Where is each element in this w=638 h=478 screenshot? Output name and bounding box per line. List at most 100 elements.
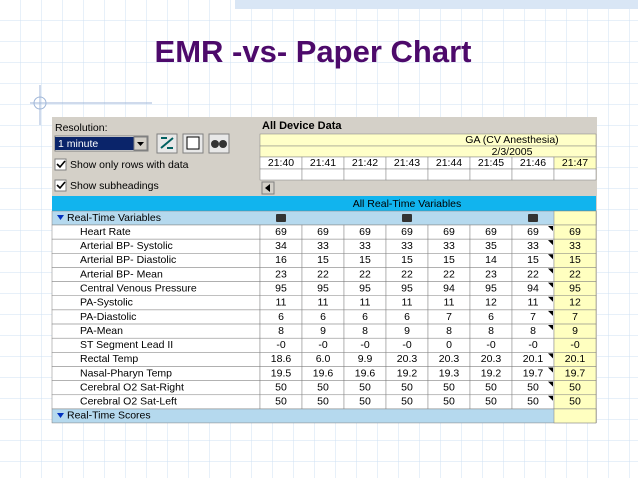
note-marker <box>548 254 553 260</box>
cell-value: 6.0 <box>316 353 331 365</box>
cell-value: 95 <box>359 282 371 294</box>
blank-cell <box>469 168 513 181</box>
cell-value: 22 <box>317 268 329 280</box>
time-label: 21:41 <box>310 157 336 169</box>
date-label: 2/3/2005 <box>492 146 533 158</box>
banner <box>52 196 596 211</box>
icon <box>160 137 174 149</box>
cell-value: 50 <box>401 396 413 408</box>
note-marker <box>548 353 553 359</box>
cell-value: 15 <box>527 254 539 266</box>
cell-value: 33 <box>317 240 329 252</box>
note-marker <box>548 395 553 401</box>
cell-value: 11 <box>528 297 539 309</box>
camera-icon <box>276 214 286 222</box>
cell-value: 33 <box>569 240 581 252</box>
time-label: 21:45 <box>478 157 504 169</box>
row-label: Heart Rate <box>80 226 131 238</box>
row-label: Nasal-Pharyn Temp <box>80 367 172 379</box>
cell-value: 69 <box>359 226 371 238</box>
cell-value: 12 <box>485 297 497 309</box>
cell-value: 19.5 <box>271 367 292 379</box>
time-label: 21:43 <box>394 157 420 169</box>
cell-value: 6 <box>404 311 410 323</box>
time-label: 21:46 <box>520 157 546 169</box>
cell-value: 22 <box>569 268 581 280</box>
cell-value: 22 <box>359 268 371 280</box>
expand-arrow <box>57 215 64 220</box>
cell-value: 50 <box>317 396 329 408</box>
row-label: Central Venous Pressure <box>80 282 197 294</box>
icon <box>211 140 219 148</box>
cell-value: 34 <box>275 240 287 252</box>
row-label: Arterial BP- Diastolic <box>80 254 176 266</box>
cell-value: 22 <box>401 268 413 280</box>
cell-value: 22 <box>443 268 455 280</box>
row-label: PA-Diastolic <box>80 311 136 323</box>
note-marker <box>548 296 553 302</box>
cell-value: 6 <box>488 311 494 323</box>
slide-title: EMR -vs- Paper Chart <box>155 34 472 69</box>
note-marker <box>548 240 553 246</box>
expand-arrow <box>57 412 64 418</box>
cell-value: 11 <box>360 297 371 309</box>
case-label: GA (CV Anesthesia) <box>465 134 558 146</box>
cell-value: 8 <box>446 325 452 337</box>
cell-value: 69 <box>275 226 287 238</box>
tool-button[interactable] <box>208 133 230 154</box>
camera-icon <box>528 214 538 222</box>
cell-value: 50 <box>443 396 455 408</box>
checkmark <box>56 181 66 190</box>
dropdown-arrow <box>137 142 144 146</box>
note-marker <box>548 282 553 288</box>
grid-title: All Device Data <box>262 120 342 132</box>
checkbox[interactable] <box>54 158 67 171</box>
cell-value: 95 <box>401 282 413 294</box>
time-label: 21:42 <box>352 157 378 169</box>
cell-value: 33 <box>527 240 539 252</box>
section-label: Real-Time Variables <box>67 212 161 224</box>
cell-value: -0 <box>486 339 495 351</box>
cell-value: 35 <box>485 240 497 252</box>
cell-value: 69 <box>443 226 455 238</box>
cell-value: 12 <box>569 297 581 309</box>
blank-cell <box>553 168 597 181</box>
time-label: 21:44 <box>436 157 462 169</box>
cell-value: 50 <box>569 396 581 408</box>
cell-value: 19.2 <box>397 367 418 379</box>
cell-value: 8 <box>278 325 284 337</box>
cell-value: -0 <box>528 339 537 351</box>
cell-value: 50 <box>527 396 539 408</box>
checkbox[interactable] <box>54 179 67 192</box>
cell-value: 15 <box>359 254 371 266</box>
blank-cell <box>259 168 303 181</box>
cell-value: 7 <box>446 311 452 323</box>
cell-value: 20.1 <box>565 353 586 365</box>
cell-value: 9 <box>320 325 326 337</box>
note-marker <box>548 381 553 387</box>
cell-value: 18.6 <box>271 353 292 365</box>
time-label: 21:40 <box>268 157 294 169</box>
cell-value: 15 <box>569 254 581 266</box>
cell-value: 19.7 <box>523 367 544 379</box>
icon <box>219 140 227 148</box>
blank-cell <box>301 168 345 181</box>
cell-value: 33 <box>359 240 371 252</box>
cell-value: 11 <box>318 297 329 309</box>
cell-value: 20.3 <box>439 353 460 365</box>
cell-value: 94 <box>443 282 455 294</box>
cell-value: 9 <box>572 325 578 337</box>
row-label: PA-Mean <box>80 325 123 337</box>
cell-value: 50 <box>485 396 497 408</box>
cell-value: 15 <box>443 254 455 266</box>
section-label: Real-Time Scores <box>67 410 151 422</box>
checkbox-label: Show only rows with data <box>70 159 189 171</box>
cell-value: 6 <box>278 311 284 323</box>
row-label: Arterial BP- Mean <box>80 268 163 280</box>
cell-value: 19.6 <box>313 367 334 379</box>
icon <box>186 136 200 150</box>
cell-value: 50 <box>443 382 455 394</box>
cell-value: 9.9 <box>358 353 373 365</box>
cell-value: 50 <box>401 382 413 394</box>
cell-value: 50 <box>485 382 497 394</box>
